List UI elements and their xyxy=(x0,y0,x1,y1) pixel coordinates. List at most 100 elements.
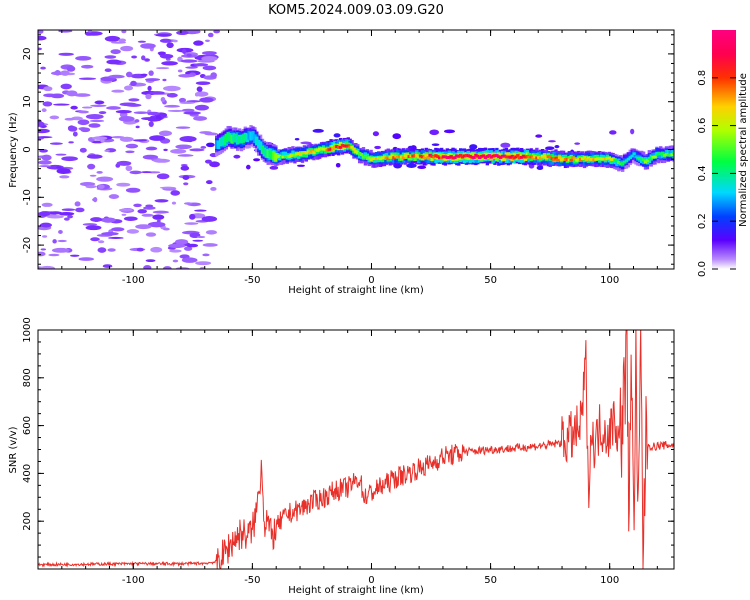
y-tick-label: 800 xyxy=(22,368,33,387)
trace-cell xyxy=(377,156,381,160)
trace-cell xyxy=(523,155,528,159)
trace-cell xyxy=(575,158,579,162)
trace-cell xyxy=(628,156,632,160)
trace-cell xyxy=(573,157,577,161)
trace-cell xyxy=(367,156,371,160)
trace-cell xyxy=(521,154,526,158)
trace-cell xyxy=(272,151,276,160)
x-tick-label: 100 xyxy=(600,575,619,586)
noise-speckle xyxy=(159,186,176,189)
noise-speckle xyxy=(158,130,172,137)
trace-cell xyxy=(647,157,652,160)
spectrogram-ylabel: Frequency (Hz) xyxy=(8,112,19,188)
noise-speckle xyxy=(106,106,121,110)
trace-cell xyxy=(478,156,482,159)
trace-cell xyxy=(548,155,552,159)
trace-cell xyxy=(481,154,486,158)
noise-speckle xyxy=(145,232,157,237)
trace-cell xyxy=(498,156,503,159)
y-tick-label: 1000 xyxy=(22,317,33,342)
noise-speckle xyxy=(195,261,212,266)
noise-speckle xyxy=(233,154,241,159)
trace-cell xyxy=(556,158,560,162)
trace-cell xyxy=(565,158,570,161)
trace-cell xyxy=(380,156,385,160)
noise-speckle xyxy=(128,98,140,102)
trace-cell xyxy=(573,157,577,164)
noise-speckle xyxy=(166,93,178,98)
trace-cell xyxy=(493,154,497,158)
trace-cell xyxy=(474,153,478,157)
noise-speckle xyxy=(118,115,135,122)
noise-speckle xyxy=(162,85,181,92)
noise-speckle xyxy=(108,194,120,199)
noise-speckle xyxy=(204,159,212,164)
noise-speckle xyxy=(123,216,138,221)
trace-cell xyxy=(399,155,404,159)
trace-cell xyxy=(512,152,516,159)
noise-speckle xyxy=(206,142,215,148)
noise-speckle xyxy=(574,142,581,145)
noise-speckle xyxy=(335,163,341,168)
trace-cell xyxy=(283,155,288,159)
noise-speckle xyxy=(202,65,217,71)
trace-cell xyxy=(466,154,470,158)
trace-cell xyxy=(270,151,274,160)
noise-speckle xyxy=(193,63,209,67)
noise-speckle xyxy=(85,225,102,231)
noise-speckle xyxy=(253,158,261,162)
noise-speckle xyxy=(167,109,185,112)
noise-speckle xyxy=(48,253,60,257)
noise-speckle xyxy=(56,166,62,169)
noise-speckle xyxy=(140,73,148,77)
noise-speckle xyxy=(417,165,427,170)
trace-cell xyxy=(615,159,619,163)
trace-cell xyxy=(552,158,556,162)
trace-cell xyxy=(255,136,259,146)
trace-cell xyxy=(464,153,469,157)
noise-speckle xyxy=(535,134,543,138)
trace-cell xyxy=(561,157,566,161)
noise-speckle xyxy=(143,265,152,269)
noise-speckle xyxy=(207,32,214,38)
trace-cell xyxy=(506,152,511,159)
trace-cell xyxy=(586,156,591,160)
trace-cell xyxy=(304,151,309,158)
noise-speckle xyxy=(70,105,78,110)
noise-speckle xyxy=(182,175,190,181)
noise-speckle xyxy=(38,160,52,165)
noise-speckle xyxy=(75,55,92,61)
noise-speckle xyxy=(125,71,133,78)
noise-speckle xyxy=(172,39,178,43)
trace-cell xyxy=(586,156,591,163)
noise-speckle xyxy=(181,48,187,54)
noise-speckle xyxy=(116,160,132,166)
trace-cell xyxy=(592,158,596,162)
noise-speckle xyxy=(61,156,78,162)
noise-speckle xyxy=(61,208,76,212)
trace-cell xyxy=(420,155,425,159)
trace-cell xyxy=(569,158,573,162)
noise-speckle xyxy=(104,68,112,73)
trace-cell xyxy=(296,152,301,155)
trace-cell xyxy=(500,154,505,158)
trace-cell xyxy=(329,147,333,151)
noise-speckle xyxy=(50,93,65,99)
noise-speckle xyxy=(93,196,98,203)
trace-cell xyxy=(666,153,671,157)
trace-cell xyxy=(603,157,608,161)
noise-speckle xyxy=(90,217,103,222)
trace-cell xyxy=(291,153,295,157)
noise-speckle xyxy=(182,108,195,112)
noise-speckle xyxy=(193,116,208,121)
trace-cell xyxy=(516,154,520,157)
trace-cell xyxy=(350,145,354,149)
trace-cell xyxy=(609,157,613,165)
noise-speckle xyxy=(133,111,149,114)
noise-speckle xyxy=(372,131,380,137)
trace-cell xyxy=(645,159,650,163)
trace-cell xyxy=(296,152,301,159)
trace-cell xyxy=(453,156,457,160)
trace-cell xyxy=(289,154,293,158)
trace-cell xyxy=(247,131,251,140)
